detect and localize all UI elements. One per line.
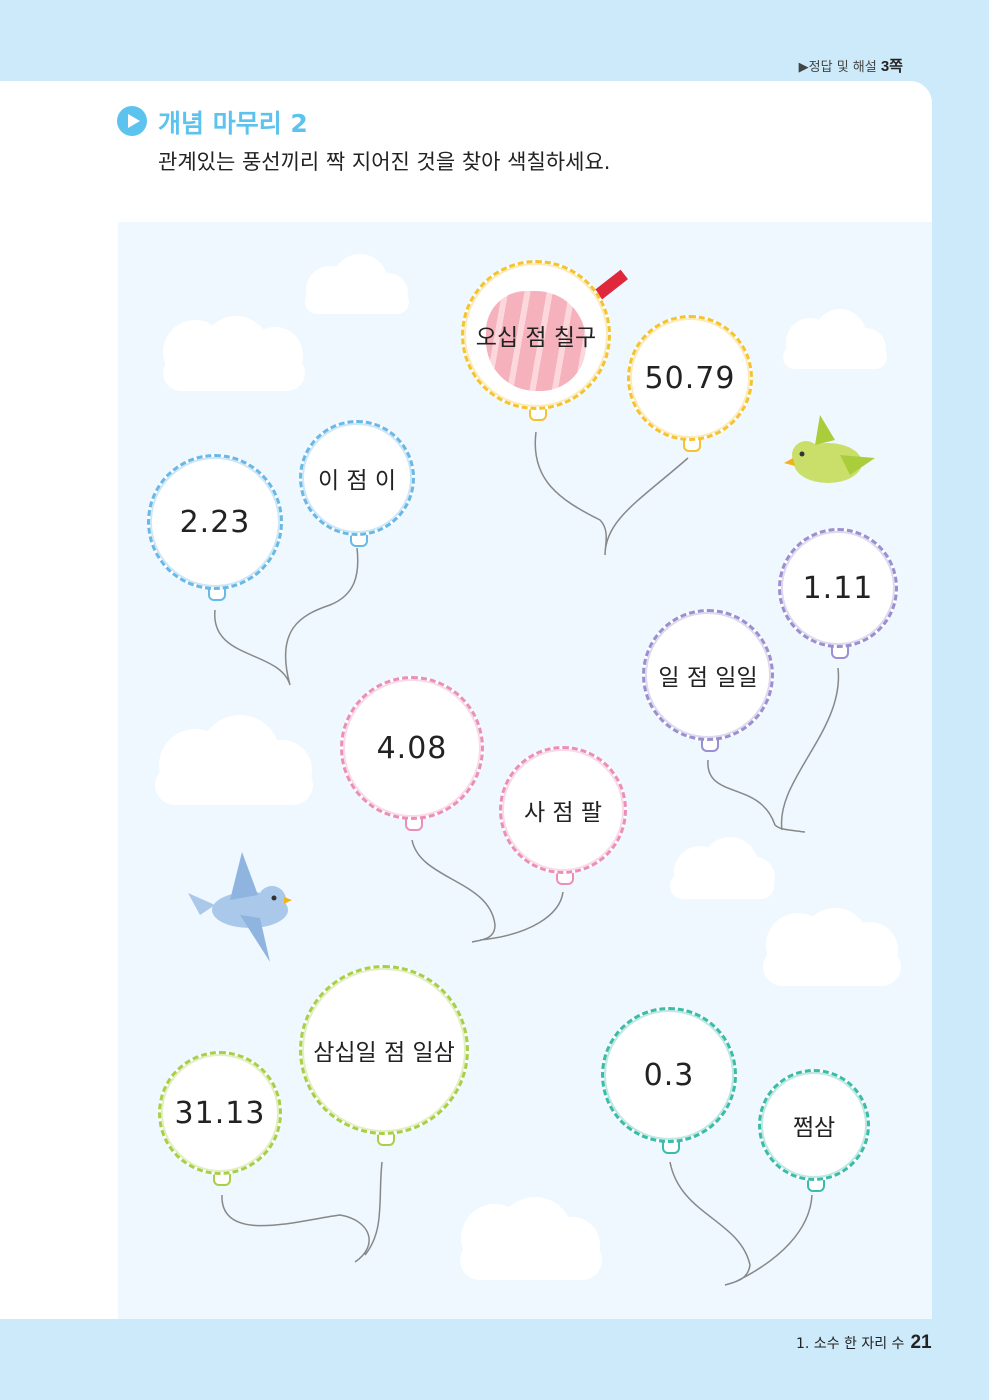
blue-bird-icon bbox=[188, 852, 292, 962]
cloud bbox=[163, 316, 305, 391]
balloon[interactable]: 1.11 bbox=[778, 528, 898, 648]
chapter-label: 1. 소수 한 자리 수 bbox=[796, 1336, 905, 1352]
balloon-knot bbox=[831, 645, 849, 659]
balloon-label: 삼십일 점 일삼 bbox=[313, 1040, 455, 1066]
page-footer: 1. 소수 한 자리 수 21 bbox=[796, 1332, 932, 1354]
pink-scribble bbox=[486, 291, 586, 391]
cloud bbox=[155, 715, 313, 805]
balloon-knot bbox=[377, 1132, 395, 1146]
balloon-knot bbox=[701, 738, 719, 752]
balloon-knot bbox=[208, 587, 226, 601]
balloon[interactable]: 2.23 bbox=[147, 454, 283, 590]
balloon-knot bbox=[807, 1178, 825, 1192]
play-icon bbox=[117, 106, 147, 136]
balloon[interactable]: 31.13 bbox=[158, 1051, 282, 1175]
answer-reference: ▶정답 및 해설 3쪽 bbox=[799, 55, 903, 76]
cloud bbox=[305, 254, 409, 314]
balloon[interactable]: 일 점 일일 bbox=[642, 609, 774, 741]
balloon-knot bbox=[213, 1172, 231, 1186]
balloon-knot bbox=[683, 438, 701, 452]
balloon[interactable]: 삼십일 점 일삼 bbox=[299, 965, 469, 1135]
balloon-strings bbox=[214, 431, 840, 1286]
balloon[interactable]: 이 점 이 bbox=[299, 420, 415, 536]
balloon-label: 4.08 bbox=[376, 730, 448, 766]
cloud bbox=[460, 1197, 602, 1280]
balloon[interactable]: 오십 점 칠구 bbox=[461, 260, 611, 410]
balloon-knot bbox=[662, 1140, 680, 1154]
answer-ref-label: ▶정답 및 해설 bbox=[798, 60, 881, 75]
balloon[interactable]: 4.08 bbox=[340, 676, 484, 820]
balloon[interactable]: 50.79 bbox=[627, 315, 753, 441]
instruction: 관계있는 풍선끼리 짝 지어진 것을 찾아 색칠하세요. bbox=[158, 150, 611, 174]
balloon[interactable]: 사 점 팔 bbox=[499, 746, 627, 874]
clouds bbox=[155, 254, 901, 1280]
balloon[interactable]: 쩜삼 bbox=[758, 1069, 870, 1181]
balloon[interactable]: 0.3 bbox=[601, 1007, 737, 1143]
balloon-label: 50.79 bbox=[644, 360, 736, 396]
balloon-label: 쩜삼 bbox=[792, 1115, 836, 1141]
cloud bbox=[670, 837, 775, 899]
balloon-label: 이 점 이 bbox=[317, 468, 397, 494]
balloon-label: 일 점 일일 bbox=[658, 665, 758, 691]
balloon-label: 오십 점 칠구 bbox=[475, 325, 597, 351]
balloon-knot bbox=[556, 871, 574, 885]
cloud bbox=[763, 908, 901, 986]
balloon-label: 1.11 bbox=[802, 570, 874, 606]
balloon-label: 0.3 bbox=[643, 1057, 695, 1093]
page-number: 21 bbox=[910, 1332, 932, 1353]
balloon-knot bbox=[529, 407, 547, 421]
balloon-knot bbox=[350, 533, 368, 547]
balloon-label: 사 점 팔 bbox=[523, 800, 603, 826]
section-title: 개념 마무리 2 bbox=[158, 109, 308, 138]
green-bird-icon bbox=[784, 415, 875, 483]
balloon-knot bbox=[405, 817, 423, 831]
balloon-label: 2.23 bbox=[179, 504, 251, 540]
balloon-label: 31.13 bbox=[174, 1095, 266, 1131]
cloud bbox=[783, 309, 887, 369]
answer-ref-page: 3쪽 bbox=[880, 58, 903, 75]
